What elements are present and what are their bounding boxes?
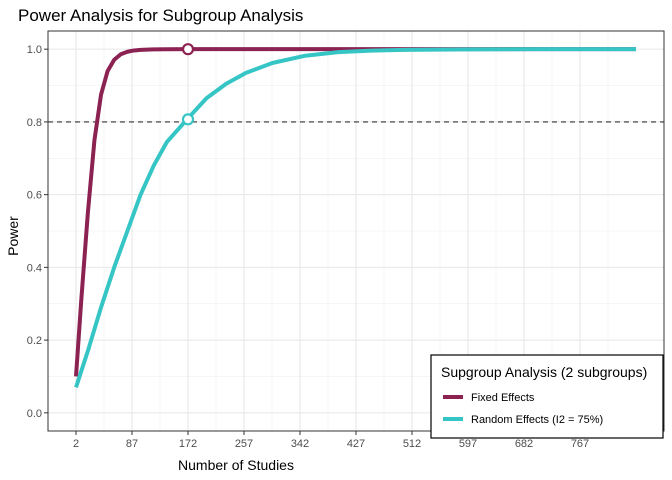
y-tick-label: 0.6: [27, 190, 42, 202]
x-tick-label: 512: [403, 438, 421, 450]
x-axis: 2 87 172 257 342 427 512 597 682 767: [73, 431, 589, 450]
legend-title: Supgroup Analysis (2 subgroups): [441, 364, 647, 380]
series-line-1: [74, 47, 636, 388]
x-tick-label: 682: [515, 438, 533, 450]
x-tick-label: 767: [571, 438, 589, 450]
plot-panel: [47, 30, 665, 432]
x-tick-label: 2: [73, 438, 79, 450]
legend-items: Fixed Effects Random Effects (I2 = 75%): [443, 392, 603, 426]
x-tick-label: 257: [235, 438, 253, 450]
x-tick-label: 87: [126, 438, 138, 450]
y-tick-label: 1.0: [27, 44, 42, 56]
legend-label-1: Random Effects (I2 = 75%): [471, 414, 603, 426]
legend-box: [430, 354, 664, 439]
x-tick-label: 172: [179, 438, 197, 450]
x-tick-label: 342: [291, 438, 309, 450]
y-tick-label: 0.4: [27, 262, 42, 274]
highlight-point-1: [181, 113, 195, 126]
series-layer: [74, 47, 636, 388]
legend: Supgroup Analysis (2 subgroups) Fixed Ef…: [430, 354, 664, 439]
y-tick-label: 0.8: [27, 117, 42, 129]
highlight-point-0: [181, 43, 195, 56]
x-axis-title: Number of Studies: [178, 457, 294, 473]
y-axis: 0.0 0.2 0.4 0.6 0.8 1.0: [27, 44, 48, 420]
x-tick-label: 597: [459, 438, 477, 450]
legend-label-0: Fixed Effects: [471, 392, 535, 404]
y-tick-label: 0.2: [27, 335, 42, 347]
chart-title: Power Analysis for Subgroup Analysis: [18, 6, 303, 25]
x-tick-label: 427: [347, 438, 365, 450]
y-axis-title: Power: [5, 216, 21, 256]
marker-layer: [181, 43, 195, 126]
y-tick-label: 0.0: [27, 408, 42, 420]
